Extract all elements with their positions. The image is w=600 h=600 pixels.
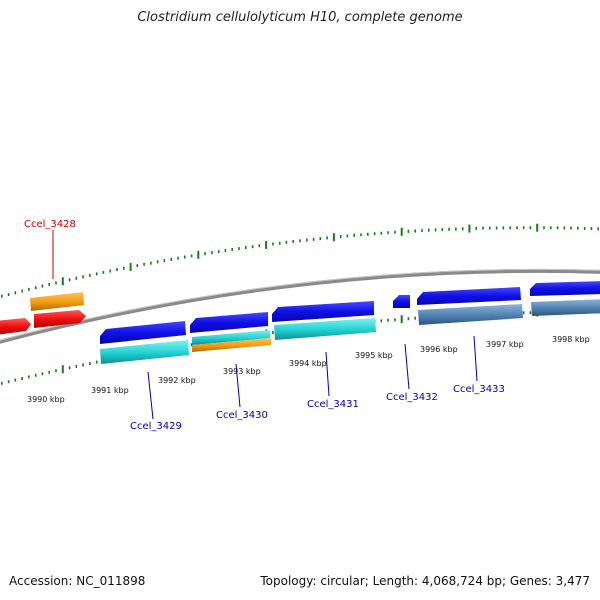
gene-label-ccel-3428: Ccel_3428 (24, 219, 76, 230)
kbp-label-3997: 3997 kbp (486, 340, 524, 349)
cds-ccel-3433 (417, 287, 521, 305)
kbp-label-3993: 3993 kbp (223, 367, 261, 376)
kbp-label-3998: 3998 kbp (552, 335, 590, 344)
kbp-label-3992: 3992 kbp (158, 376, 196, 385)
kbp-label-3995: 3995 kbp (355, 351, 393, 360)
cds-ccel-3429 (100, 321, 186, 344)
feature-next-steel (531, 299, 600, 316)
feature-ccel-3429-cyan (100, 340, 189, 364)
cds-ccel-3430 (190, 312, 268, 333)
gene-label-ccel-3430: Ccel_3430 (216, 410, 268, 421)
gene-label-ccel-3432: Ccel_3432 (386, 392, 438, 403)
kbp-label-3994: 3994 kbp (289, 359, 327, 368)
outer-tick-ring (0, 223, 600, 298)
cds-ccel-3432 (393, 295, 410, 308)
kbp-label-3996: 3996 kbp (420, 345, 458, 354)
cds-ccel-3431 (272, 301, 374, 322)
cds-ccel-3428-left (0, 318, 31, 335)
feature-ccel-3430-orange (192, 338, 271, 352)
feature-ccel-3433-steel (418, 304, 523, 325)
gene-label-ccel-3429: Ccel_3429 (130, 421, 182, 432)
kbp-label-3991: 3991 kbp (91, 386, 129, 395)
kbp-label-3990: 3990 kbp (27, 395, 65, 404)
accession-label: Accession: NC_011898 (9, 574, 146, 588)
genome-stats-label: Topology: circular; Length: 4,068,724 bp… (260, 574, 590, 588)
feature-ccel-3428-orange (30, 292, 84, 311)
cds-next (530, 281, 600, 296)
gene-label-ccel-3431: Ccel_3431 (307, 399, 359, 410)
map-title: Clostridium cellulolyticum H10, complete… (137, 10, 463, 25)
cds-ccel-3428 (34, 310, 86, 328)
gene-label-ccel-3433: Ccel_3433 (453, 384, 505, 395)
feature-ccel-3430-cyan (192, 330, 270, 345)
feature-ccel-3431-cyan (274, 318, 376, 340)
